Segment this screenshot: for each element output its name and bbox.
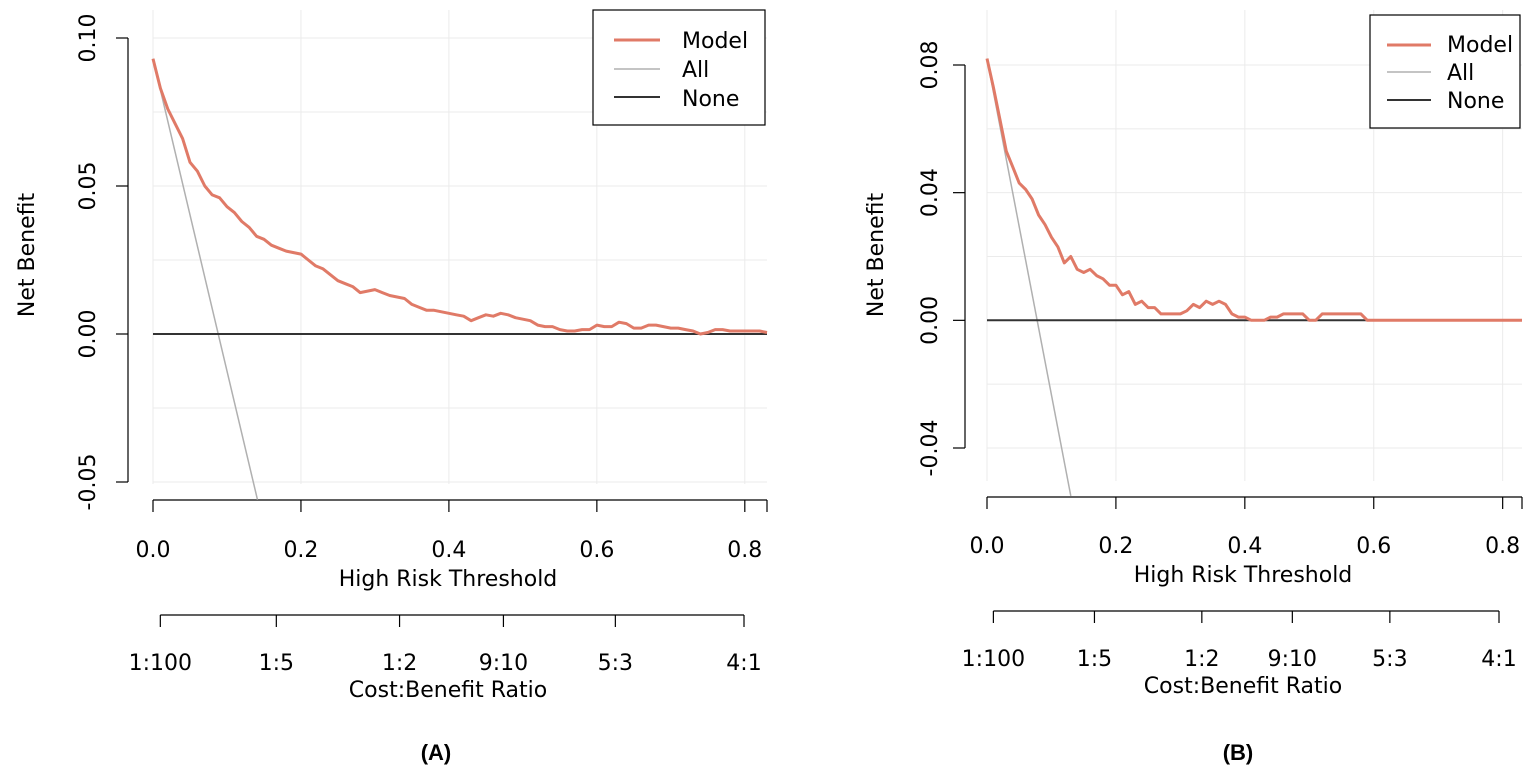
panel-b-cb-label-4: 5:3: [1372, 647, 1407, 672]
panel-b-ytick-label-0: -0.04: [918, 420, 943, 477]
panel-a-xtick-label-1: 0.2: [283, 538, 318, 563]
panel-a-xtick-label-0: 0.0: [136, 538, 171, 563]
panel-a-xtick-label-3: 0.6: [579, 538, 614, 563]
panel-b-legend: Model All None: [1369, 14, 1521, 129]
panel-a-cb-label-3: 9:10: [479, 651, 528, 676]
panel-a-cb-label-0: 1:100: [129, 651, 192, 676]
panel-a-ytick-label-0: -0.05: [76, 454, 101, 511]
panel-b-xtick-label-2: 0.4: [1227, 534, 1262, 559]
panel-b-legend-all: All: [1447, 61, 1474, 86]
panel-b-cb-label-0: 1:100: [962, 647, 1025, 672]
panel-a-legend-box: [592, 9, 766, 126]
panel-b-cb-label-1: 1:5: [1077, 647, 1112, 672]
panel-b-xtick-label-0: 0.0: [970, 534, 1005, 559]
panel-b-cb-label-5: 4:1: [1481, 647, 1516, 672]
panel-a-xtick-label-4: 0.8: [727, 538, 762, 563]
panel-a-ytick-label-3: 0.10: [76, 14, 101, 63]
panel-a-cb-label-2: 1:2: [382, 651, 417, 676]
panel-a-cb-label-1: 1:5: [259, 651, 294, 676]
panel-a-ytick-label-1: 0.00: [76, 310, 101, 359]
panel-a-costbenefit-label: Cost:Benefit Ratio: [349, 678, 547, 703]
panel-a-xtick-label-2: 0.4: [431, 538, 466, 563]
panel-b-legend-none: None: [1447, 89, 1504, 114]
panel-a-label: (A): [421, 740, 452, 765]
panel-a-ylabel: Net Benefit: [15, 193, 40, 318]
panel-b-xlabel: High Risk Threshold: [1134, 563, 1353, 588]
panel-a-legend-all: All: [682, 58, 709, 83]
panel-b-cb-label-3: 9:10: [1268, 647, 1317, 672]
panel-a-legend-model: Model: [682, 29, 748, 54]
panel-a-series-model: [151, 58, 768, 336]
panel-b-cb-label-2: 1:2: [1184, 647, 1219, 672]
panel-a-grid-layer: [152, 10, 767, 484]
panel-b-label: (B): [1223, 740, 1254, 765]
panel-b-xtick-label-1: 0.2: [1098, 534, 1133, 559]
panel-a-xlabel: High Risk Threshold: [339, 567, 558, 592]
panel-b-costbenefit-label: Cost:Benefit Ratio: [1144, 674, 1342, 699]
panel-b-legend-model: Model: [1447, 33, 1513, 58]
panel-b-series-model: [985, 58, 1522, 322]
panel-a-cb-label-5: 4:1: [726, 651, 761, 676]
panel-a-legend-none: None: [682, 87, 739, 112]
panel-a-ytick-label-2: 0.05: [76, 162, 101, 211]
panel-a-cb-label-4: 5:3: [598, 651, 633, 676]
panel-b-ylabel: Net Benefit: [864, 193, 889, 318]
panel-b-xtick-label-3: 0.6: [1356, 534, 1391, 559]
panel-b-xtick-label-4: 0.8: [1485, 534, 1520, 559]
panel-b-ytick-label-2: 0.04: [918, 168, 943, 217]
panel-a-series-all: [152, 58, 259, 500]
panel-a: Net Benefit High Risk Threshold Cost:Ben…: [15, 9, 768, 765]
panel-b-ytick-label-3: 0.08: [918, 41, 943, 90]
panel-b-ytick-label-1: 0.00: [918, 296, 943, 345]
panel-b: Net Benefit High Risk Threshold Cost:Ben…: [864, 10, 1523, 765]
panel-a-legend: Model All None: [592, 9, 766, 126]
